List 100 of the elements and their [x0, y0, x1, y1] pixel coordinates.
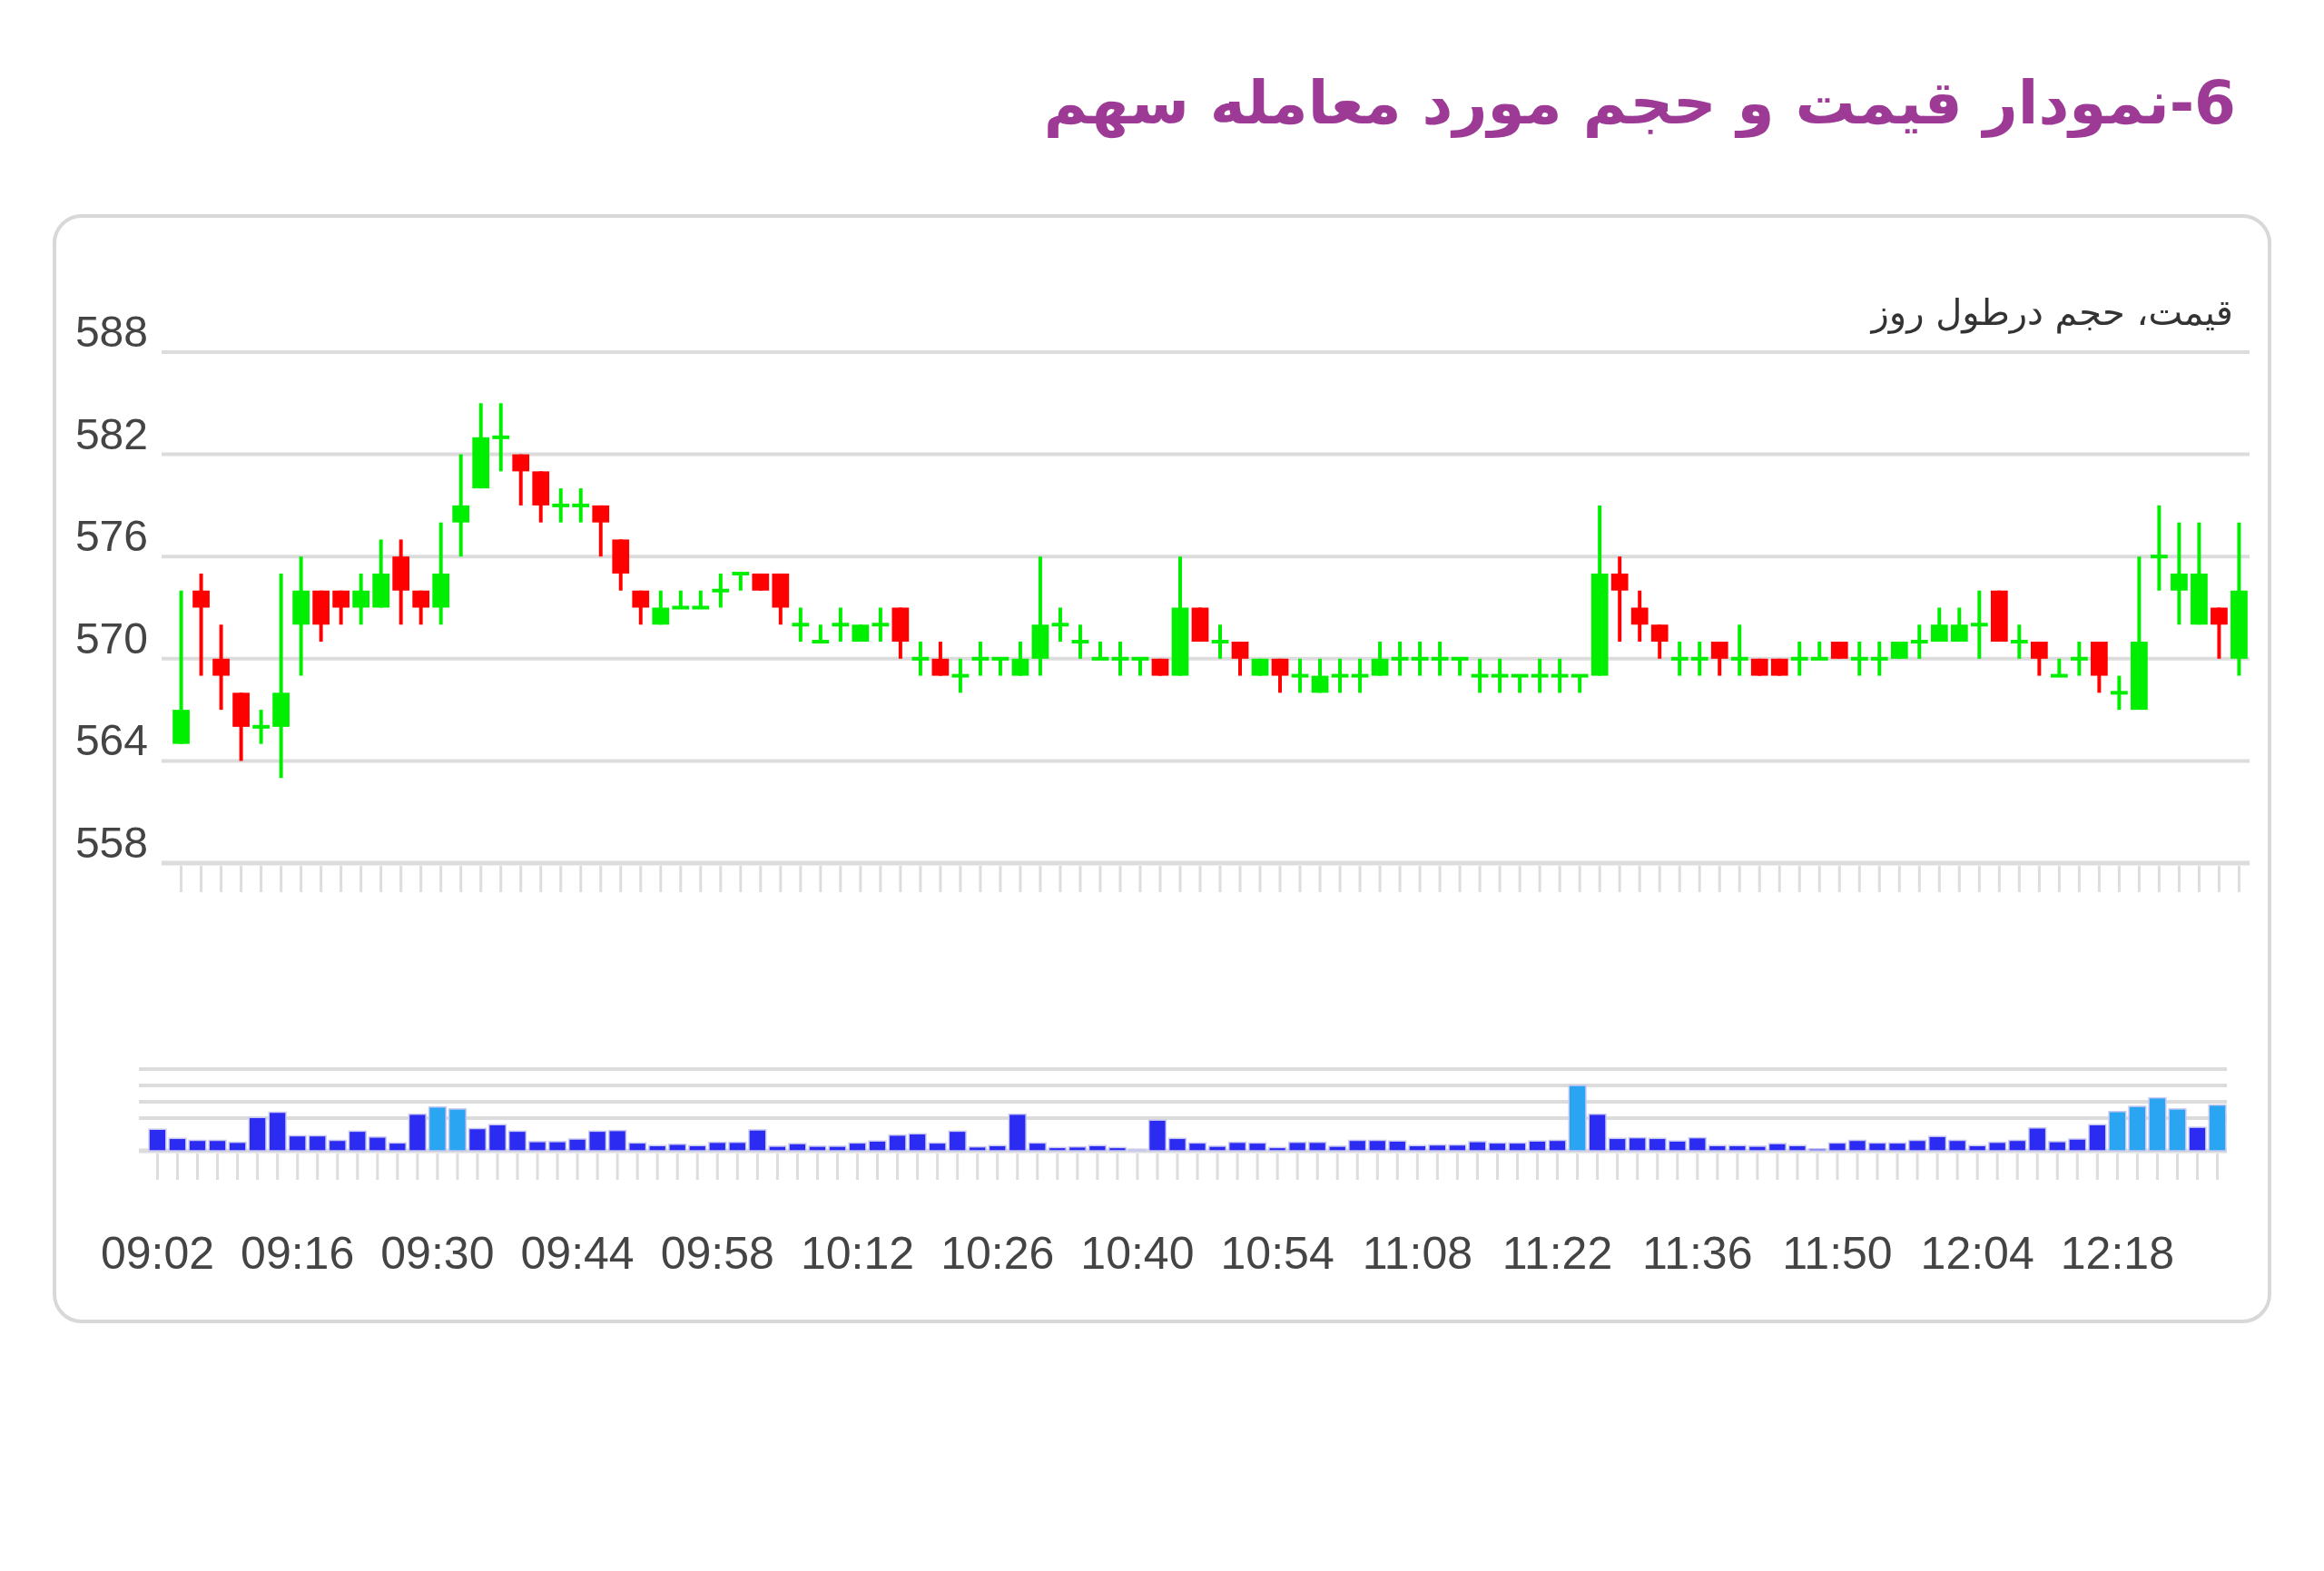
y-tick-label: 558 [74, 819, 148, 867]
bar [1247, 1142, 1267, 1152]
bar [1907, 1139, 1927, 1152]
x-tick-label: 09:02 [100, 1228, 215, 1279]
x-tick-label: 09:58 [660, 1228, 774, 1279]
bar [728, 1141, 747, 1152]
x-tick-label: 12:04 [1920, 1228, 2034, 1279]
y-tick-label: 576 [74, 512, 148, 561]
bar [268, 1111, 287, 1152]
x-tick-label: 11:36 [1642, 1228, 1753, 1279]
bar [688, 1144, 707, 1152]
bar [1988, 1141, 2007, 1152]
bar [628, 1142, 647, 1152]
bar [448, 1108, 468, 1152]
bar [1968, 1144, 1987, 1152]
bar [588, 1130, 607, 1152]
bar [1048, 1146, 1067, 1152]
bar [1668, 1140, 1687, 1152]
bar [968, 1145, 987, 1152]
bar [928, 1142, 947, 1152]
bar [308, 1134, 327, 1152]
bar [1068, 1145, 1087, 1152]
bar [1187, 1142, 1207, 1152]
x-tick-label: 11:22 [1502, 1228, 1613, 1279]
bar [1648, 1137, 1667, 1152]
bar [1928, 1135, 1947, 1152]
bar [547, 1141, 567, 1152]
bar [567, 1138, 587, 1152]
bar [1768, 1143, 1787, 1152]
bar [527, 1141, 547, 1152]
bar [248, 1116, 267, 1152]
bar [1807, 1148, 1827, 1152]
bar [1108, 1146, 1128, 1152]
bar [1608, 1137, 1627, 1152]
x-tick-label: 10:40 [1080, 1228, 1195, 1279]
bar [348, 1130, 367, 1152]
bar [1867, 1142, 1887, 1152]
bar [1408, 1144, 1427, 1152]
chart-subtitle: قیمت، حجم درطول روز [1869, 291, 2233, 334]
bar [1748, 1145, 1767, 1152]
x-tick-label: 11:50 [1782, 1228, 1893, 1279]
bar [1088, 1144, 1107, 1152]
bar [1887, 1142, 1907, 1152]
bar [507, 1130, 527, 1152]
bar [388, 1142, 407, 1152]
x-tick-label: 09:30 [380, 1228, 495, 1279]
x-tick-label: 10:26 [940, 1228, 1055, 1279]
bar [1688, 1136, 1707, 1152]
bar [1628, 1136, 1647, 1152]
x-tick-label: 10:54 [1220, 1228, 1334, 1279]
bar [487, 1124, 507, 1152]
bar [1288, 1141, 1307, 1152]
bar [988, 1144, 1007, 1152]
bar [948, 1130, 967, 1152]
bar [1328, 1145, 1347, 1152]
x-tick-label: 12:18 [2060, 1228, 2174, 1279]
x-tick-label: 10:12 [800, 1228, 915, 1279]
bar [648, 1144, 667, 1152]
bar [1207, 1145, 1227, 1152]
bar [1028, 1142, 1047, 1152]
bar [1147, 1119, 1167, 1152]
bar [2108, 1111, 2127, 1152]
x-tick-label: 11:08 [1362, 1228, 1473, 1279]
bar [708, 1141, 727, 1152]
bar [1008, 1113, 1027, 1152]
bar [668, 1144, 687, 1152]
bar [1948, 1139, 1967, 1152]
bar [468, 1127, 487, 1152]
bar [1787, 1144, 1807, 1152]
bar [1227, 1141, 1247, 1152]
y-tick-label: 564 [74, 716, 148, 765]
bar [2008, 1139, 2027, 1152]
bar [2068, 1138, 2087, 1152]
y-tick-label: 588 [74, 308, 148, 356]
bar [1827, 1142, 1847, 1152]
bar [2028, 1127, 2047, 1152]
bar [2048, 1141, 2067, 1152]
bar [1728, 1144, 1747, 1152]
bar [408, 1113, 427, 1152]
bar [1167, 1137, 1187, 1152]
bar [1268, 1146, 1287, 1152]
bar [1428, 1144, 1447, 1152]
bar [288, 1134, 307, 1152]
bar [1308, 1141, 1327, 1152]
bar [368, 1136, 387, 1152]
bar [328, 1139, 347, 1152]
bar [608, 1129, 627, 1152]
x-tick-label: 09:16 [241, 1228, 355, 1279]
bar [1388, 1140, 1407, 1152]
y-tick-label: 582 [74, 409, 148, 458]
bar [2088, 1124, 2107, 1152]
y-tick-label: 570 [74, 614, 148, 663]
bar [1348, 1139, 1367, 1152]
bar [1368, 1139, 1387, 1152]
x-tick-label: 09:44 [520, 1228, 635, 1279]
bar [748, 1129, 767, 1152]
chart-title: 6-نمودار قیمت و حجم مورد معامله سهم [1043, 68, 2236, 139]
bar [428, 1106, 447, 1152]
bar [1847, 1139, 1867, 1152]
bar [1708, 1144, 1727, 1152]
